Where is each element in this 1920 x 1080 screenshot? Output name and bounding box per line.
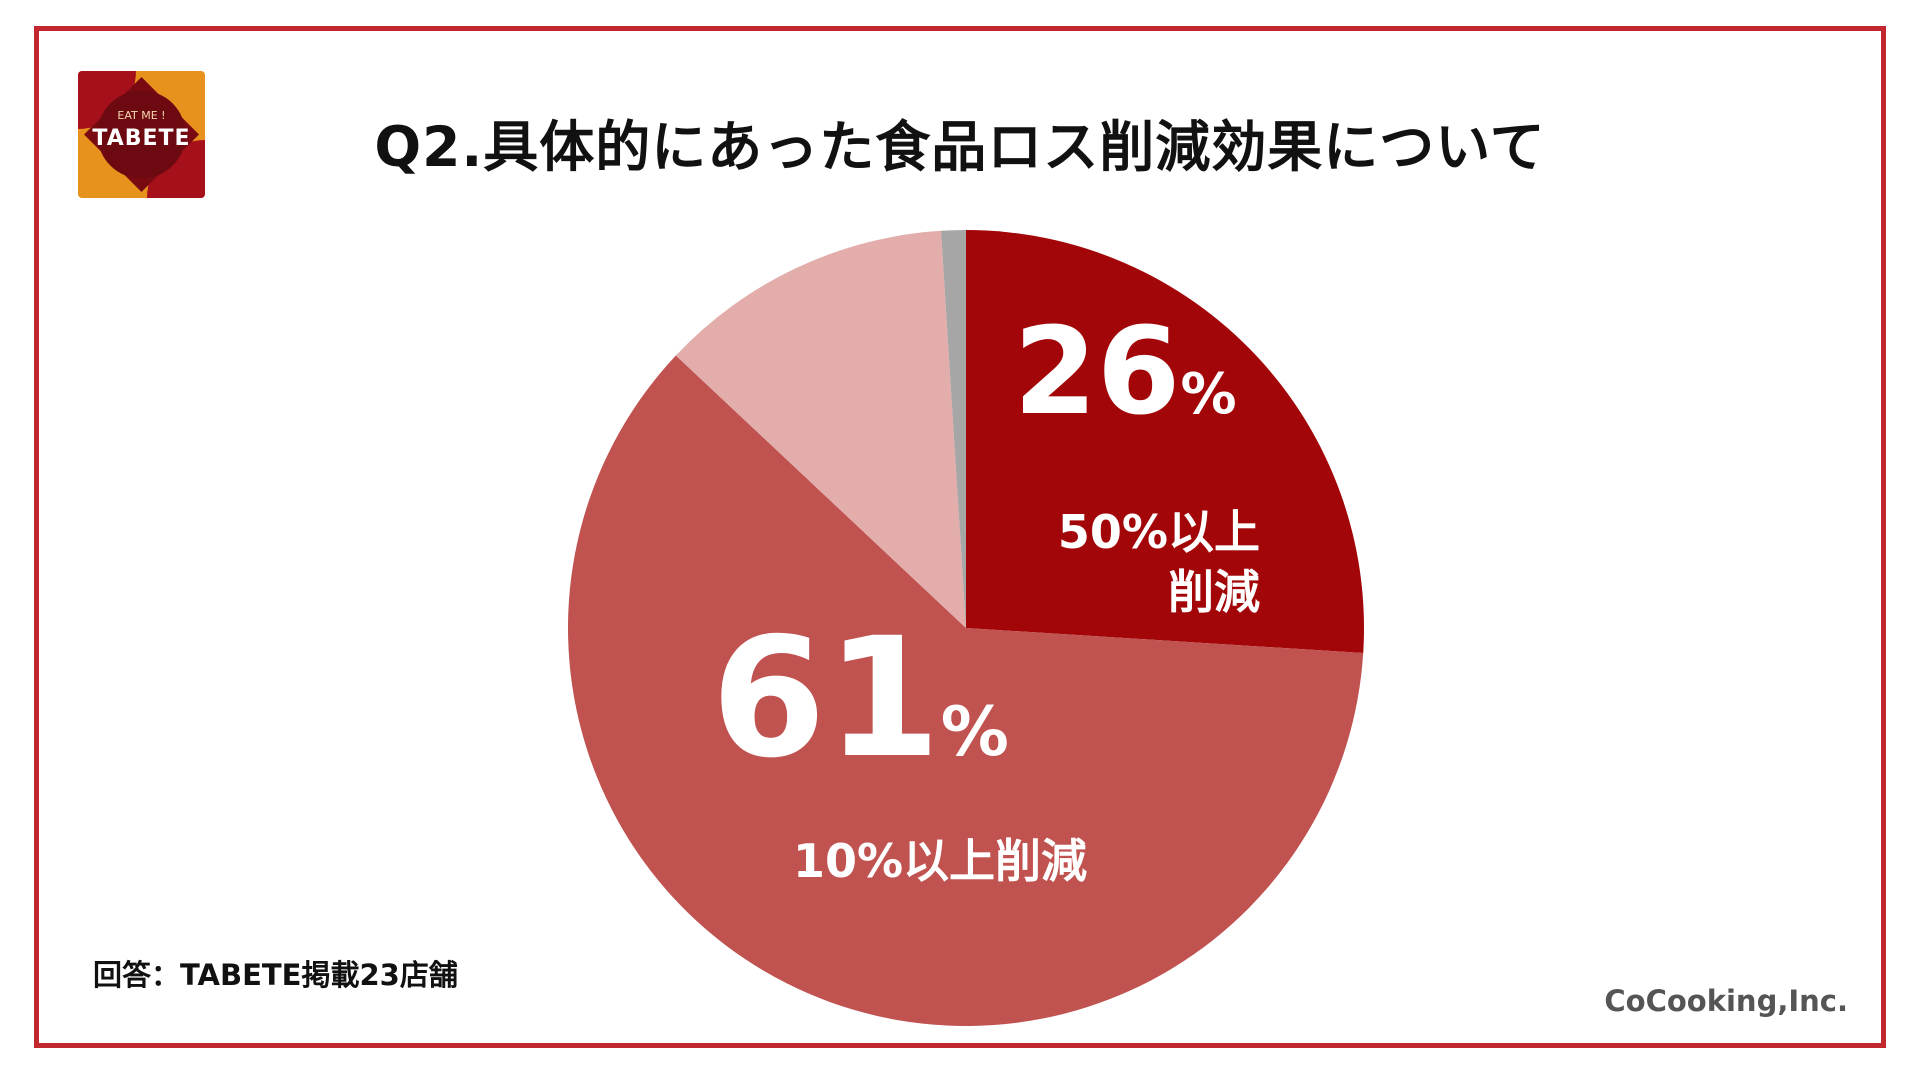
company-credit: CoCooking,Inc. (1604, 984, 1848, 1018)
pie-slice-3 (941, 230, 966, 628)
respondent-note: 回答：TABETE掲載23店舗 (93, 958, 458, 992)
logo-tagline: EAT ME ! (117, 109, 165, 122)
slice-category-label-1-0: 10%以上削減 (793, 834, 1087, 888)
pie-slice-1 (567, 355, 1364, 1026)
page-title: Q2.具体的にあった食品ロス削減効果について (374, 115, 1546, 179)
slice-value-label-0: 26% (1013, 303, 1236, 442)
pie-slice-0 (966, 230, 1364, 653)
logo-name: TABETE (92, 126, 190, 151)
pie-slice-2 (675, 230, 966, 629)
tabete-logo: EAT ME ! TABETE (78, 71, 205, 198)
slice-category-label-0-1: 削減 (1168, 565, 1260, 619)
slice-category-label-0-0: 50%以上 (1058, 505, 1260, 559)
slice-value-label-1: 61% (711, 602, 1009, 794)
